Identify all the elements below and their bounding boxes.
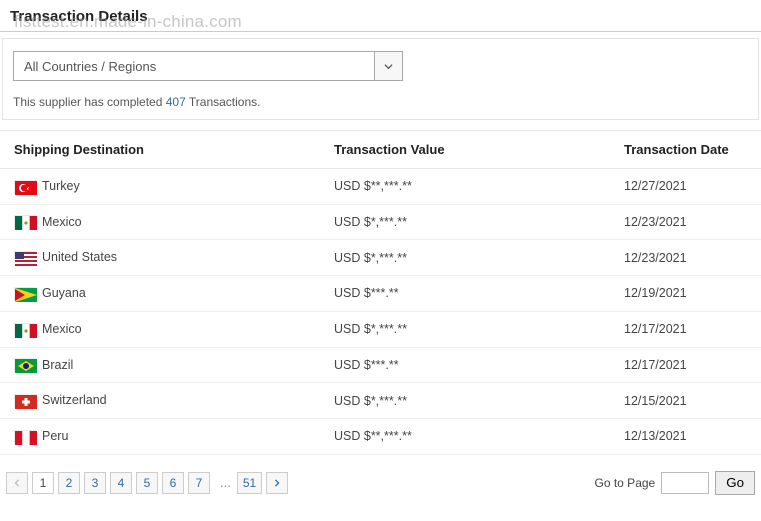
cell-date: 12/17/2021 [624,358,747,372]
cell-date: 12/13/2021 [624,429,747,443]
goto-page-input[interactable] [661,472,709,494]
col-transaction-value: Transaction Value [334,142,624,157]
country-name: United States [42,250,117,264]
dropdown-toggle-button[interactable] [374,52,402,80]
pager-ellipsis: ... [220,475,231,490]
summary-text: This supplier has completed 407 Transact… [13,95,748,109]
chevron-down-icon [384,62,393,71]
pager-page-5[interactable]: 5 [136,472,158,494]
cell-destination: Mexico [14,215,334,230]
table-row: Switzerland USD $*,***.**12/15/2021 [0,383,761,419]
col-transaction-date: Transaction Date [624,142,747,157]
col-shipping-destination: Shipping Destination [14,142,334,157]
cell-date: 12/15/2021 [624,394,747,408]
flag-icon [15,181,37,195]
cell-date: 12/27/2021 [624,179,747,193]
flag-icon [15,359,37,373]
table-row: Brazil USD $***.**12/17/2021 [0,348,761,384]
pager-page-2[interactable]: 2 [58,472,80,494]
cell-destination: Guyana [14,286,334,301]
summary-prefix: This supplier has completed [13,95,166,109]
table-row: Turkey USD $**,***.**12/27/2021 [0,169,761,205]
cell-destination: Turkey [14,179,334,194]
cell-value: USD $**,***.** [334,179,624,193]
country-flag [14,358,36,372]
transactions-table: Shipping Destination Transaction Value T… [0,130,761,455]
cell-value: USD $*,***.** [334,251,624,265]
country-flag [14,323,36,337]
cell-value: USD $*,***.** [334,322,624,336]
country-region-dropdown[interactable]: All Countries / Regions [13,51,403,81]
country-flag [14,251,36,265]
cell-value: USD $***.** [334,286,624,300]
pager-page-4[interactable]: 4 [110,472,132,494]
flag-icon [15,395,37,409]
cell-value: USD $*,***.** [334,215,624,229]
flag-icon [15,288,37,302]
table-row: Mexico USD $*,***.**12/17/2021 [0,312,761,348]
table-row: Guyana USD $***.**12/19/2021 [0,276,761,312]
goto-page: Go to Page Go [595,471,756,495]
country-name: Mexico [42,322,82,336]
pager-page-3[interactable]: 3 [84,472,106,494]
cell-destination: Switzerland [14,393,334,408]
country-name: Mexico [42,215,82,229]
country-flag [14,215,36,229]
transaction-count: 407 [166,95,186,109]
cell-date: 12/17/2021 [624,322,747,336]
pager-page-7[interactable]: 7 [188,472,210,494]
cell-value: USD $***.** [334,358,624,372]
cell-destination: United States [14,250,334,265]
table-row: Peru USD $**,***.**12/13/2021 [0,419,761,455]
cell-value: USD $*,***.** [334,394,624,408]
watermark-text: fisttest.en.made-in-china.com [14,12,242,32]
cell-destination: Brazil [14,358,334,373]
pager-page-1[interactable]: 1 [32,472,54,494]
goto-page-button[interactable]: Go [715,471,755,495]
dropdown-selected-label: All Countries / Regions [14,52,374,80]
country-flag [14,430,36,444]
cell-date: 12/23/2021 [624,215,747,229]
goto-label: Go to Page [595,476,656,490]
cell-value: USD $**,***.** [334,429,624,443]
country-name: Guyana [42,286,86,300]
pager-last-page[interactable]: 51 [237,472,262,494]
pager-prev-button[interactable] [6,472,28,494]
flag-icon [15,324,37,338]
chevron-right-icon [273,479,281,487]
pager-page-6[interactable]: 6 [162,472,184,494]
cell-destination: Mexico [14,322,334,337]
table-row: United States USD $*,***.**12/23/2021 [0,240,761,276]
flag-icon [15,252,37,266]
country-name: Brazil [42,358,73,372]
country-name: Turkey [42,179,80,193]
cell-destination: Peru [14,429,334,444]
country-flag [14,394,36,408]
country-name: Switzerland [42,393,107,407]
flag-icon [15,431,37,445]
flag-icon [15,216,37,230]
country-flag [14,287,36,301]
table-header: Shipping Destination Transaction Value T… [0,130,761,169]
pager-next-button[interactable] [266,472,288,494]
country-name: Peru [42,429,68,443]
country-flag [14,180,36,194]
summary-suffix: Transactions. [186,95,261,109]
chevron-left-icon [13,479,21,487]
cell-date: 12/19/2021 [624,286,747,300]
pagination: 1234567 ... 51 Go to Page Go [0,461,761,503]
header: Transaction Details fisttest.en.made-in-… [0,0,761,32]
table-row: Mexico USD $*,***.**12/23/2021 [0,205,761,241]
filter-panel: All Countries / Regions This supplier ha… [2,38,759,120]
cell-date: 12/23/2021 [624,251,747,265]
